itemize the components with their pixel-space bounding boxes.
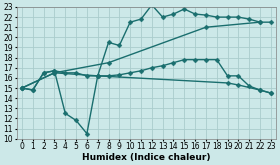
X-axis label: Humidex (Indice chaleur): Humidex (Indice chaleur) <box>82 152 211 162</box>
